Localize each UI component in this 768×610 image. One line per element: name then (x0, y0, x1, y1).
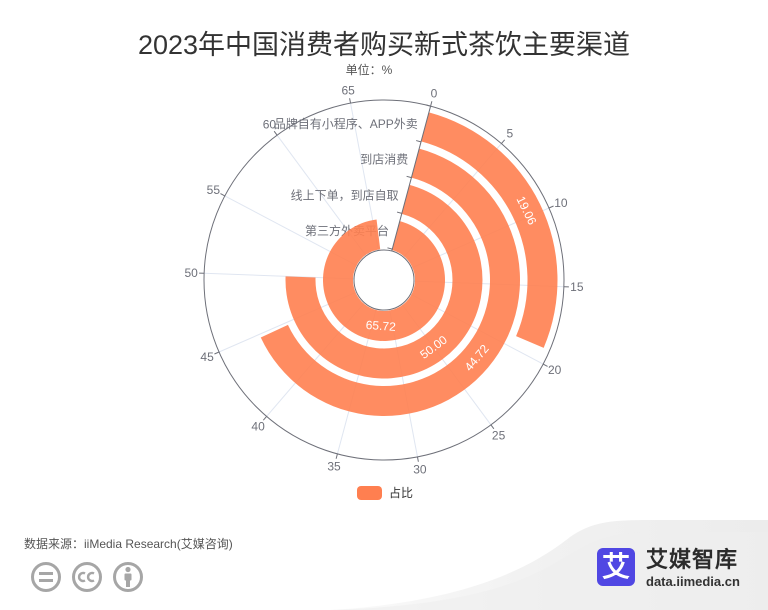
angle-axis-label: 50 (184, 266, 198, 280)
angle-axis-tick (548, 205, 554, 209)
radius-axis-tick (396, 211, 402, 214)
radius-axis-tick (416, 140, 422, 143)
angle-axis-label: 25 (492, 428, 506, 442)
angle-axis-label: 40 (251, 419, 265, 433)
legend-swatch (357, 486, 382, 500)
radius-axis-tick (387, 247, 393, 250)
cc-nd-icon (31, 562, 61, 592)
legend-item-share[interactable]: 占比 (357, 486, 413, 500)
bar-value-label: 65.72 (365, 318, 396, 334)
angle-axis-tick (335, 453, 338, 459)
angle-axis-label: 0 (431, 87, 438, 101)
license-icons (30, 561, 144, 593)
angle-axis-tick (542, 363, 548, 367)
angle-axis-label: 30 (413, 463, 427, 477)
cc-by-icon (113, 562, 143, 592)
radius-axis-label: 线上下单，到店自取 (291, 188, 399, 202)
angle-axis-tick (501, 139, 506, 144)
angle-axis-label: 10 (554, 196, 568, 210)
angle-axis-tick (273, 130, 278, 136)
angle-axis-label: 65 (341, 83, 355, 97)
angle-axis-tick (214, 351, 220, 355)
brand-logo-icon: 艾 (597, 548, 635, 586)
angle-axis-tick (220, 193, 226, 197)
brand-url: data.iimedia.cn (646, 574, 740, 589)
chart-title: 2023年中国消费者购买新式茶饮主要渠道 (137, 30, 631, 60)
polar-bar[interactable] (322, 219, 445, 341)
radius-axis-line (391, 106, 432, 252)
angle-axis-label: 55 (207, 183, 221, 197)
angle-axis-label: 5 (507, 127, 514, 141)
chart-unit-subtitle: 单位：% (345, 63, 393, 77)
angle-axis-label: 45 (200, 350, 214, 364)
polar-bar[interactable] (285, 184, 483, 379)
angle-axis-tick (262, 416, 267, 421)
angle-axis-label: 35 (327, 459, 341, 473)
angle-axis-label: 60 (263, 118, 277, 132)
radius-axis-label: 品牌自有小程序、APP外卖 (274, 116, 418, 131)
radius-axis-tick (425, 104, 431, 107)
angle-axis-tick (349, 98, 352, 104)
angle-axis-label: 15 (570, 280, 584, 294)
brand-block: 艾 艾媒智库 data.iimedia.cn (597, 548, 740, 590)
cc-icon (72, 562, 102, 592)
inner-axis-circle (353, 249, 415, 311)
angle-axis-tick (430, 101, 433, 107)
radius-axis-label: 到店消费 (360, 153, 408, 167)
angle-axis-tick (416, 456, 419, 462)
brand-name: 艾媒智库 (646, 547, 739, 572)
radius-axis-tick (406, 175, 412, 179)
data-source-note: 数据来源：iiMedia Research(艾媒咨询) (24, 537, 233, 551)
angle-axis-label: 20 (548, 363, 562, 377)
legend-label: 占比 (389, 486, 414, 500)
angle-axis-tick (490, 424, 495, 430)
polar-bar[interactable] (421, 112, 558, 348)
angle-axis-line (203, 99, 565, 461)
